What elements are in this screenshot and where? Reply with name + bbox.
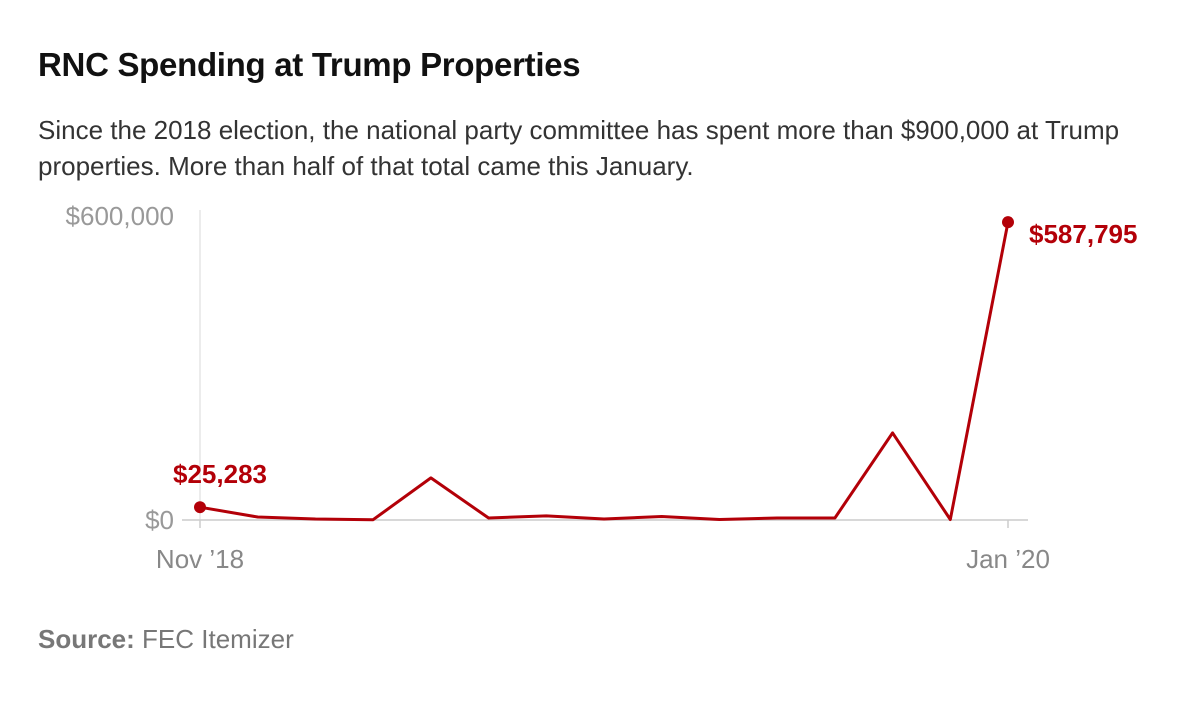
annotation-dot [1002, 216, 1014, 229]
x-tick-label: Nov ’18 [156, 544, 244, 574]
source-text: FEC Itemizer [142, 624, 294, 654]
annotation-dot [194, 501, 206, 514]
y-tick-label: $0 [145, 505, 174, 535]
chart-subtitle: Since the 2018 election, the national pa… [38, 115, 1120, 181]
chart-title: RNC Spending at Trump Properties [38, 46, 581, 83]
annotation-label: $25,283 [173, 459, 267, 489]
y-tick-label: $600,000 [66, 201, 174, 231]
x-tick-label: Jan ’20 [966, 544, 1050, 574]
source-note: Source: FEC Itemizer [38, 624, 294, 655]
series-line [198, 220, 1010, 522]
annotation-label: $587,795 [1029, 219, 1137, 249]
source-label: Source: [38, 624, 135, 654]
